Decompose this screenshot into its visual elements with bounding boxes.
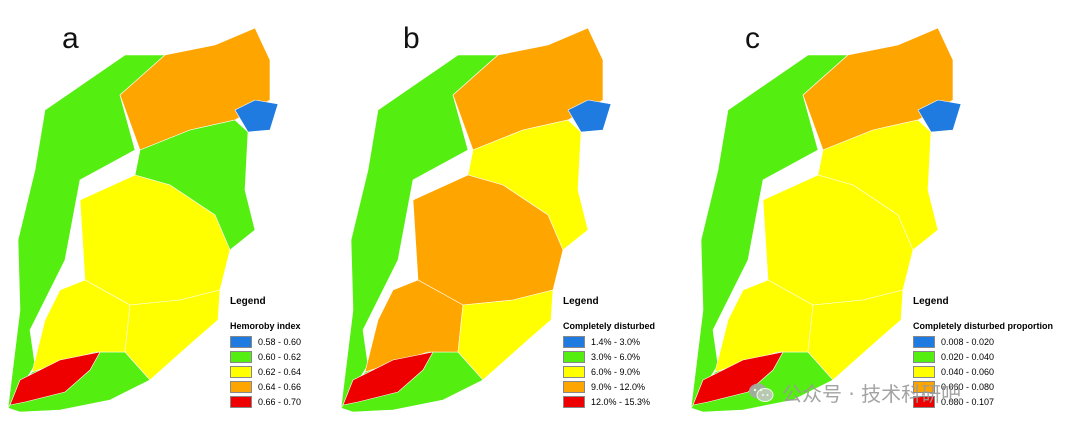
legend-title: Legend <box>563 296 599 307</box>
legend-swatch <box>230 336 252 348</box>
region-northeast <box>567 99 612 133</box>
legend-item: 0.020 - 0.040 <box>913 350 1053 364</box>
legend-title: Legend <box>230 296 266 307</box>
region-southeast <box>124 289 221 381</box>
legend-swatch <box>563 396 585 408</box>
map-panel-b: b Legend Completely disturbed 1.4% - 3.0… <box>333 0 693 440</box>
legend-swatch <box>913 351 935 363</box>
legend-swatch <box>563 366 585 378</box>
legend-item: 6.0% - 9.0% <box>563 365 655 379</box>
map-a <box>7 27 279 413</box>
wechat-icon <box>749 383 774 402</box>
legend-item: 1.4% - 3.0% <box>563 335 655 349</box>
region-northeast <box>917 99 962 133</box>
legend-item: 12.0% - 15.3% <box>563 395 655 409</box>
legend-label: 3.0% - 6.0% <box>591 352 641 362</box>
legend-subtitle: Hemoroby index <box>230 321 301 331</box>
legend-item: 0.060 - 0.080 <box>913 380 1053 394</box>
legend-label: 0.080 - 0.107 <box>941 397 995 407</box>
legend-swatch <box>563 351 585 363</box>
legend-subtitle: Completely disturbed proportion <box>913 321 1054 331</box>
panel-label-b: b <box>403 22 420 55</box>
legend-swatch <box>230 351 252 363</box>
legend-label: 0.62 - 0.64 <box>258 367 302 377</box>
region-southeast <box>807 289 904 381</box>
legend-swatch <box>563 381 585 393</box>
legend-item: 0.66 - 0.70 <box>230 395 301 409</box>
legend-label: 0.58 - 0.60 <box>258 337 302 347</box>
legend-swatch <box>913 381 935 393</box>
legend-item: 0.62 - 0.64 <box>230 365 301 379</box>
legend-label: 0.66 - 0.70 <box>258 397 302 407</box>
legend-swatch <box>563 336 585 348</box>
legend-label: 0.020 - 0.040 <box>941 352 995 362</box>
map-c <box>690 27 962 413</box>
legend-label: 0.008 - 0.020 <box>941 337 995 347</box>
legend-label: 9.0% - 12.0% <box>591 382 646 392</box>
map-panel-c: c Legend Completely disturbed proportion… <box>683 0 1053 440</box>
watermark: 公众号 · 技术科研吧 <box>748 378 961 407</box>
legend-swatch <box>913 336 935 348</box>
region-south <box>9 351 101 406</box>
legend-swatch <box>230 396 252 408</box>
map-b <box>340 27 612 413</box>
watermark-text: 公众号 · 技术科研吧 <box>782 382 962 406</box>
legend-item: 0.008 - 0.020 <box>913 335 1053 349</box>
legend-a: Legend Hemoroby index 0.58 - 0.60 0.60 -… <box>230 296 301 410</box>
region-south <box>342 351 434 406</box>
legend-label: 1.4% - 3.0% <box>591 337 641 347</box>
legend-item: 0.58 - 0.60 <box>230 335 301 349</box>
legend-item: 9.0% - 12.0% <box>563 380 655 394</box>
region-south <box>692 351 784 406</box>
map-panel-a: a Legend Hemoroby index 0.58 - 0.60 0.60… <box>0 0 360 440</box>
legend-subtitle: Completely disturbed <box>563 321 656 331</box>
region-northeast <box>234 99 279 133</box>
legend-label: 0.60 - 0.62 <box>258 352 302 362</box>
legend-swatch <box>230 381 252 393</box>
legend-swatch <box>230 366 252 378</box>
panel-label-a: a <box>62 22 79 55</box>
legend-c: Legend Completely disturbed proportion 0… <box>913 296 1053 410</box>
legend-label: 6.0% - 9.0% <box>591 367 641 377</box>
legend-swatch <box>913 366 935 378</box>
legend-label: 0.64 - 0.66 <box>258 382 302 392</box>
region-southeast <box>457 289 554 381</box>
legend-item: 0.080 - 0.107 <box>913 395 1053 409</box>
legend-label: 0.040 - 0.060 <box>941 367 995 377</box>
panel-label-c: c <box>745 22 760 55</box>
legend-item: 0.60 - 0.62 <box>230 350 301 364</box>
legend-item: 0.040 - 0.060 <box>913 365 1053 379</box>
legend-label: 0.060 - 0.080 <box>941 382 995 392</box>
legend-item: 3.0% - 6.0% <box>563 350 655 364</box>
legend-item: 0.64 - 0.66 <box>230 380 301 394</box>
legend-swatch <box>913 396 935 408</box>
legend-b: Legend Completely disturbed 1.4% - 3.0% … <box>563 296 655 410</box>
legend-label: 12.0% - 15.3% <box>591 397 651 407</box>
legend-title: Legend <box>913 296 949 307</box>
